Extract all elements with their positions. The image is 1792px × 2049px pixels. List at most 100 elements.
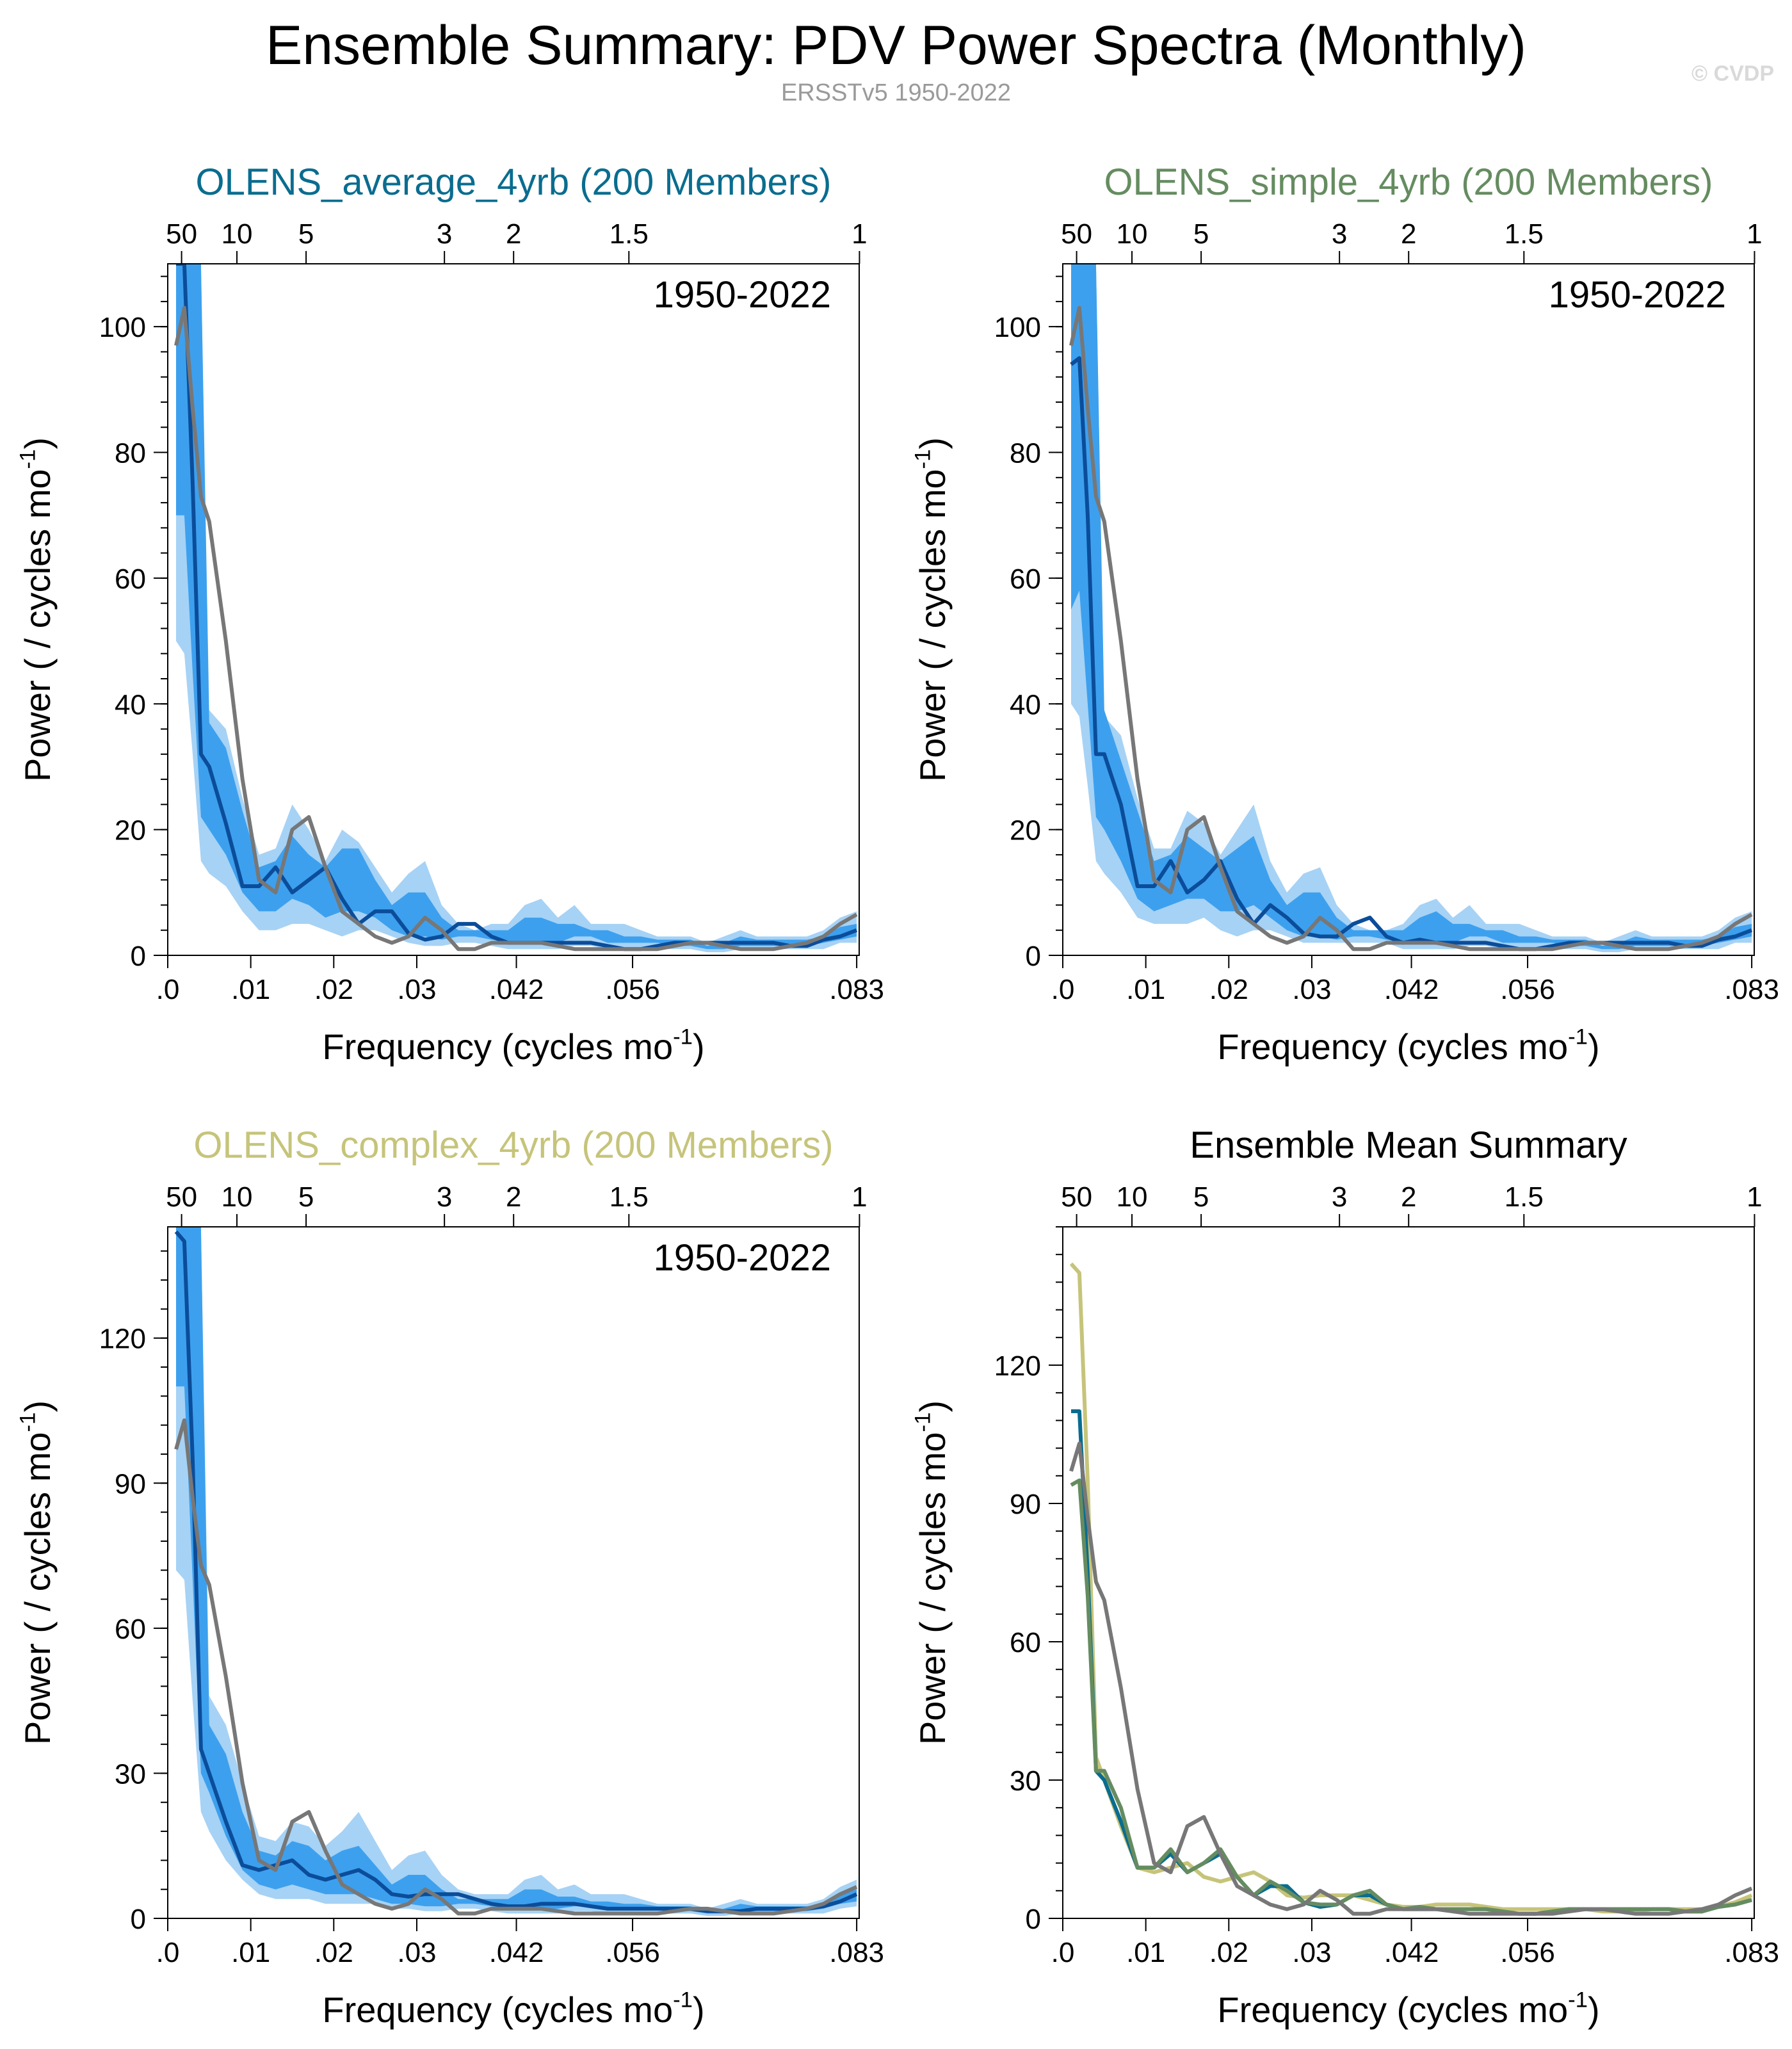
y-tick-label: 0 [1026, 941, 1041, 972]
x-tick-label: .0 [156, 974, 180, 1005]
y-tick-label: 90 [1010, 1489, 1041, 1520]
band-outer [176, 264, 857, 953]
plot-area [1069, 1262, 1753, 1916]
x-tick-label: .02 [314, 974, 353, 1005]
x-tick-label: .056 [605, 974, 660, 1005]
chart-panel-1: 0 20 40 60 80 100 .0 .01 .02 .03 .042 .056 .083 50 10 5… [15, 161, 884, 1067]
x-axis-label: Frequency (cycles mo-1) [322, 1988, 704, 2030]
top-tick-label: 10 [1117, 1181, 1148, 1213]
y-tick-label: 120 [994, 1350, 1041, 1382]
x-tick-label: .056 [605, 1937, 660, 1968]
top-tick-label: 3 [1332, 218, 1347, 250]
y-tick-label: 40 [115, 689, 146, 720]
page-title: Ensemble Summary: PDV Power Spectra (Mon… [265, 15, 1527, 76]
top-tick-label: 1.5 [609, 218, 649, 250]
x-tick-label: .056 [1500, 1937, 1555, 1968]
x-tick-label: .01 [231, 1937, 270, 1968]
chart-panel-2: 0 20 40 60 80 100 .0 .01 .02 .03 .042 .056 .083 50 10 5… [910, 161, 1779, 1067]
x-tick-label: .01 [1126, 1937, 1165, 1968]
top-tick-label: 1 [852, 218, 867, 250]
panel-title: OLENS_simple_4yrb (200 Members) [1104, 161, 1713, 203]
panel-title: Ensemble Mean Summary [1190, 1124, 1627, 1166]
x-tick-label: .02 [1209, 1937, 1248, 1968]
top-tick-label: 5 [298, 218, 314, 250]
period-annotation: 1950-2022 [654, 1237, 831, 1279]
top-tick-label: 50 [166, 1181, 197, 1213]
x-tick-label: .056 [1500, 974, 1555, 1005]
page-subtitle: ERSSTv5 1950-2022 [780, 79, 1012, 106]
top-tick-label: 1.5 [1505, 218, 1544, 250]
chart-panel-3: 0 30 60 90 120 .0 .01 .02 .03 .042 .056 .083 50 10 5 3 2… [15, 1124, 884, 2030]
top-tick-label: 2 [506, 218, 521, 250]
top-tick-label: 1.5 [609, 1181, 649, 1213]
cvdp-watermark: © CVDP [1691, 61, 1774, 86]
y-axis-label: Power ( / cycles mo-1) [15, 1400, 58, 1745]
x-tick-label: .03 [397, 1937, 436, 1968]
plot-frame [167, 1226, 860, 1919]
plot-area [174, 264, 858, 953]
plot-frame [1062, 1226, 1755, 1919]
x-tick-label: .02 [314, 1937, 353, 1968]
x-tick-label: .042 [489, 1937, 544, 1968]
top-tick-label: 1 [852, 1181, 867, 1213]
y-tick-label: 60 [1010, 1627, 1041, 1658]
top-tick-label: 2 [506, 1181, 521, 1213]
series-line-obs [1069, 305, 1753, 952]
y-tick-label: 20 [1010, 815, 1041, 846]
x-axis-label: Frequency (cycles mo-1) [1217, 1988, 1599, 2030]
top-tick-label: 1 [1747, 218, 1762, 250]
top-tick-label: 50 [1061, 1181, 1092, 1213]
series-line-obs [174, 1418, 858, 1916]
y-tick-label: 80 [1010, 438, 1041, 469]
period-annotation: 1950-2022 [1549, 274, 1726, 316]
panel-title: OLENS_average_4yrb (200 Members) [196, 161, 832, 203]
x-tick-label: .042 [489, 974, 544, 1005]
plot-area [174, 1227, 858, 1916]
y-tick-label: 100 [99, 312, 146, 343]
y-tick-label: 60 [115, 563, 146, 595]
x-tick-label: .042 [1384, 1937, 1439, 1968]
y-tick-label: 60 [115, 1614, 146, 1645]
top-tick-label: 10 [1117, 218, 1148, 250]
series-line-simple [1070, 1478, 1752, 1916]
top-tick-label: 5 [298, 1181, 314, 1213]
panel-title: OLENS_complex_4yrb (200 Members) [193, 1124, 833, 1166]
x-tick-label: .083 [1724, 1937, 1779, 1968]
y-axis-label: Power ( / cycles mo-1) [15, 437, 58, 782]
y-tick-label: 20 [115, 815, 146, 846]
x-tick-label: .0 [1051, 1937, 1075, 1968]
top-tick-label: 2 [1401, 1181, 1416, 1213]
x-tick-label: .02 [1209, 974, 1248, 1005]
top-tick-label: 10 [222, 218, 253, 250]
y-tick-label: 100 [994, 312, 1041, 343]
x-tick-label: .03 [1292, 974, 1331, 1005]
y-tick-label: 40 [1010, 689, 1041, 720]
y-tick-label: 0 [131, 941, 146, 972]
period-annotation: 1950-2022 [654, 274, 831, 316]
series-line-obs [174, 305, 858, 952]
y-tick-label: 30 [115, 1758, 146, 1790]
x-tick-label: .01 [231, 974, 270, 1005]
x-tick-label: .0 [1051, 974, 1075, 1005]
y-tick-label: 30 [1010, 1765, 1041, 1797]
x-tick-label: .0 [156, 1937, 180, 1968]
top-tick-label: 5 [1193, 218, 1209, 250]
x-tick-label: .083 [829, 974, 884, 1005]
y-tick-label: 120 [99, 1324, 146, 1355]
y-tick-label: 90 [115, 1468, 146, 1500]
series-line-average [1071, 1409, 1752, 1916]
top-tick-label: 3 [437, 218, 452, 250]
band-inner [1071, 264, 1752, 950]
top-tick-label: 50 [1061, 218, 1092, 250]
y-tick-label: 80 [115, 438, 146, 469]
top-tick-label: 5 [1193, 1181, 1209, 1213]
y-tick-label: 0 [1026, 1904, 1041, 1935]
x-tick-label: .042 [1384, 974, 1439, 1005]
series-line-mean [174, 1230, 858, 1913]
top-tick-label: 2 [1401, 218, 1416, 250]
top-tick-label: 3 [1332, 1181, 1347, 1213]
x-tick-label: .083 [1724, 974, 1779, 1005]
plot-area [1069, 264, 1753, 953]
series-line-obs [1069, 1441, 1753, 1916]
